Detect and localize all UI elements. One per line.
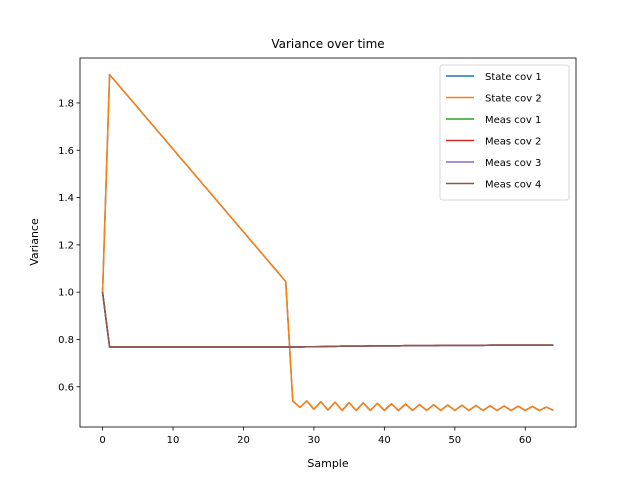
legend-label: State cov 1 — [485, 72, 542, 83]
y-tick-label: 0.6 — [58, 382, 74, 393]
series-lines — [101, 73, 554, 412]
y-axis-label: Variance — [28, 218, 41, 266]
series-line-5 — [101, 292, 554, 348]
series-line-6 — [101, 292, 554, 348]
plot-frame — [79, 57, 577, 428]
y-tick-label: 1.8 — [58, 98, 74, 109]
legend: State cov 1 State cov 2 Meas cov 1 Meas cov… — [439, 64, 570, 201]
series-line-2 — [101, 73, 554, 412]
y-axis-ticks: 0.6 0.8 1.0 1.2 1.4 1.6 1.8 — [58, 98, 80, 393]
y-tick-label: 1.2 — [58, 240, 74, 251]
x-axis-label: Sample — [307, 457, 348, 470]
legend-label: Meas cov 1 — [485, 115, 541, 126]
y-tick-label: 0.8 — [58, 335, 74, 346]
x-tick-label: 40 — [378, 435, 391, 446]
y-tick-label: 1.6 — [58, 146, 74, 157]
x-tick-label: 20 — [237, 435, 250, 446]
x-tick-label: 0 — [99, 435, 105, 446]
x-tick-label: 50 — [448, 435, 461, 446]
x-tick-label: 10 — [167, 435, 180, 446]
x-axis-ticks: 0 10 20 30 40 50 60 — [99, 427, 532, 446]
legend-label: Meas cov 3 — [485, 158, 541, 169]
chart-title: Variance over time — [271, 37, 384, 51]
legend-label: Meas cov 2 — [485, 137, 541, 148]
series-line-4 — [101, 292, 554, 348]
series-line-3 — [101, 292, 554, 348]
legend-box — [439, 64, 570, 201]
y-tick-label: 1.4 — [58, 193, 74, 204]
y-tick-label: 1.0 — [58, 288, 74, 299]
legend-label: Meas cov 4 — [485, 180, 541, 191]
x-tick-label: 30 — [308, 435, 321, 446]
x-tick-label: 60 — [519, 435, 532, 446]
legend-label: State cov 2 — [485, 94, 542, 105]
